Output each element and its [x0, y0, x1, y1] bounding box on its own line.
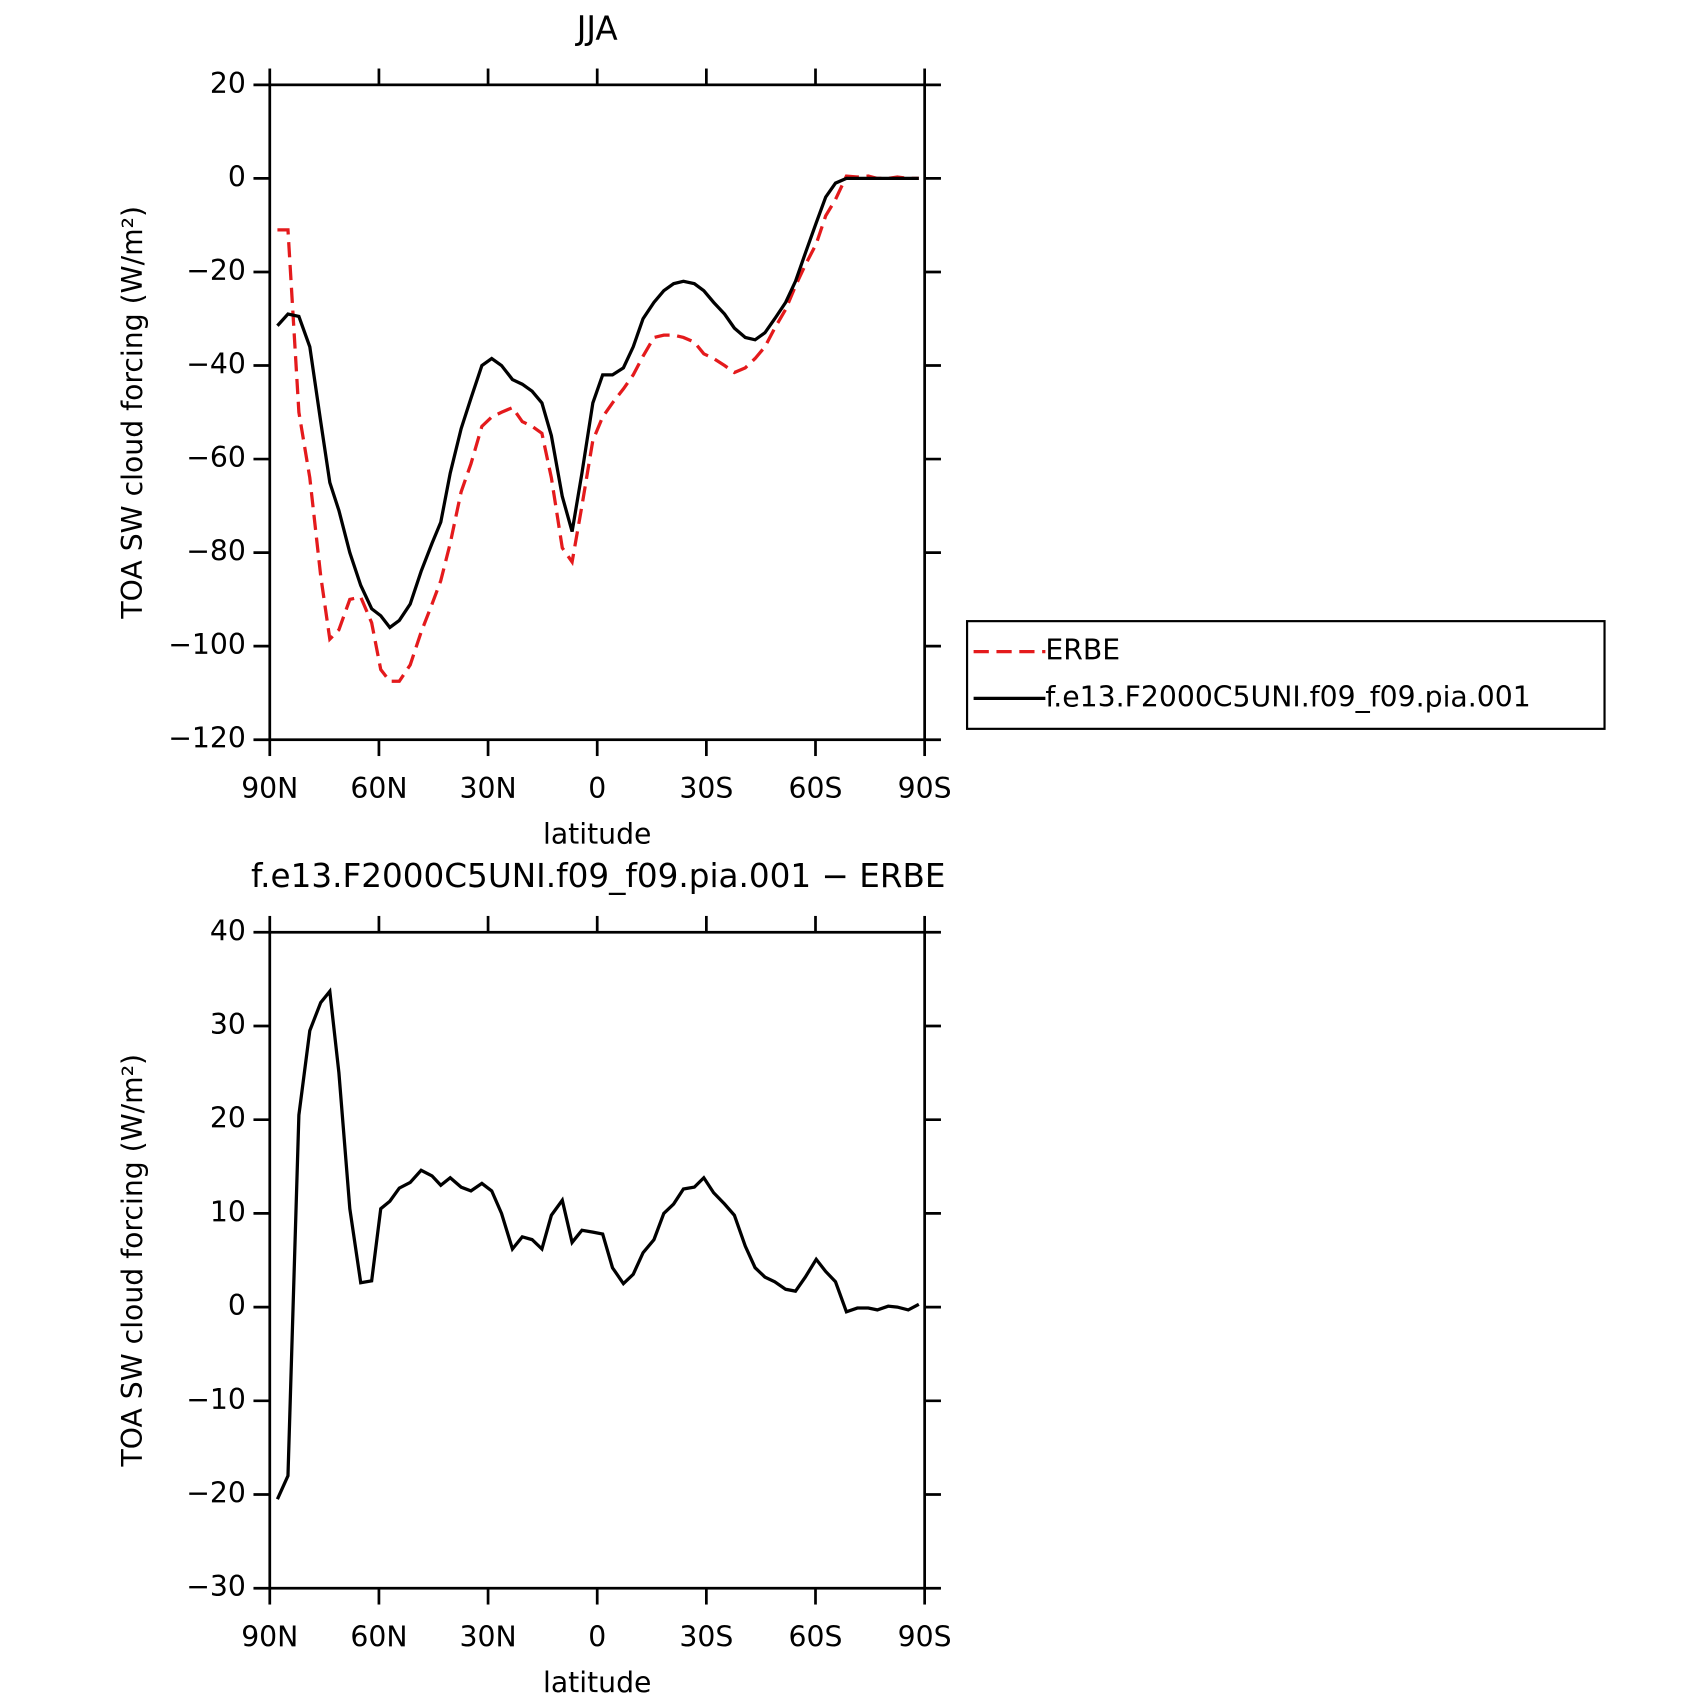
x-tick-label: 30N [460, 1620, 517, 1653]
x-tick-label: 30S [679, 772, 733, 805]
plot-frame [268, 930, 927, 1590]
y-tick-label: −100 [168, 628, 246, 661]
x-tick-label: 90S [898, 1620, 952, 1653]
y-tick-label: −60 [186, 441, 246, 474]
x-tick-label: 60S [789, 772, 843, 805]
series-line [276, 176, 919, 630]
y-tick-label: −40 [186, 348, 246, 381]
legend-label: f.e13.F2000C5UNI.f09_f09.pia.001 [1045, 680, 1530, 713]
y-tick-label: −20 [186, 254, 246, 287]
x-tick-label: 60N [350, 1620, 407, 1653]
y-tick-label: 0 [228, 1289, 246, 1322]
x-tick-label: 60S [789, 1620, 843, 1653]
y-tick-label: −80 [186, 535, 246, 568]
y-axis-label: TOA SW cloud forcing (W/m²) [116, 206, 149, 620]
x-axis-label: latitude [543, 1666, 651, 1697]
x-tick-label: 30N [460, 772, 517, 805]
plot-frame [268, 83, 927, 742]
y-tick-label: 20 [210, 67, 246, 100]
y-tick-label: 30 [210, 1008, 246, 1041]
x-tick-label: 90N [241, 1620, 298, 1653]
x-tick-label: 30S [679, 1620, 733, 1653]
y-tick-label: −120 [168, 722, 246, 755]
chart-title: JJA [575, 9, 619, 47]
y-tick-label: 40 [210, 914, 246, 947]
y-tick-label: −10 [186, 1383, 246, 1416]
x-tick-label: 0 [588, 1620, 606, 1653]
chart-title: f.e13.F2000C5UNI.f09_f09.pia.001 − ERBE [251, 857, 945, 895]
legend-label: ERBE [1045, 634, 1120, 667]
x-tick-label: 60N [350, 772, 407, 805]
x-tick-label: 90N [241, 772, 298, 805]
y-tick-label: 0 [228, 160, 246, 193]
series-line [277, 174, 919, 683]
legend-frame [965, 620, 1606, 730]
x-tick-label: 90S [898, 772, 952, 805]
y-tick-label: −20 [186, 1477, 246, 1510]
x-axis-label: latitude [543, 817, 651, 850]
y-axis-label: TOA SW cloud forcing (W/m²) [116, 1054, 149, 1468]
x-tick-label: 0 [588, 772, 606, 805]
y-tick-label: −30 [186, 1570, 246, 1603]
y-tick-label: 20 [210, 1102, 246, 1135]
y-tick-label: 10 [210, 1195, 246, 1228]
series-line [275, 987, 920, 1500]
